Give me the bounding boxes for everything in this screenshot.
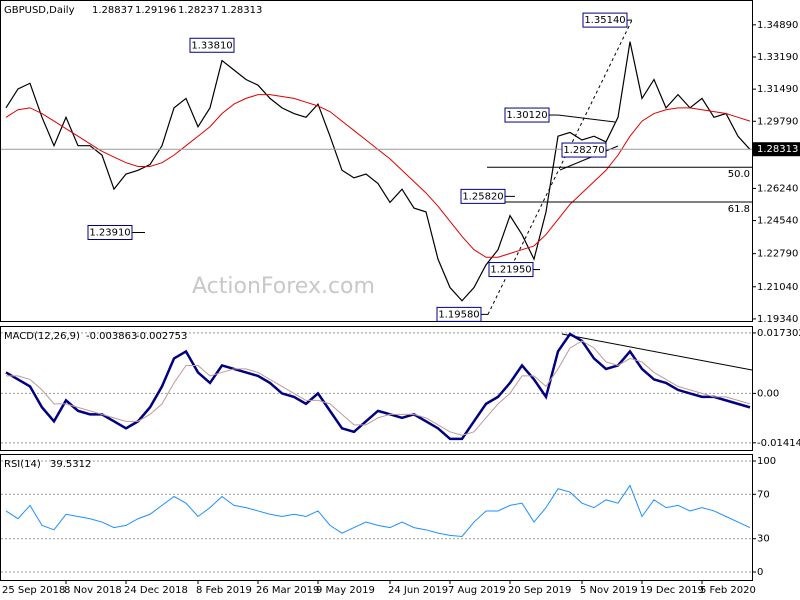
annotation-label: 1.23910: [89, 227, 130, 238]
annotation-label: 1.33810: [191, 40, 232, 51]
x-tick-label: 8 Feb 2019: [196, 585, 252, 596]
x-tick-label: 9 May 2019: [316, 585, 375, 596]
reading: 1.28237: [178, 5, 219, 16]
series-line: [5, 332, 751, 441]
annotation-box: [436, 306, 482, 322]
x-tick-label: 5 Nov 2019: [580, 585, 638, 596]
x-tick-label: 24 Dec 2018: [124, 585, 188, 596]
series-line: [5, 484, 751, 538]
reading: 1.29196: [135, 5, 176, 16]
macd-panel: [0, 326, 753, 451]
annotation-label: 1.19580: [438, 309, 479, 320]
y-tick-label: 0.017302: [757, 328, 800, 339]
annotation-box: [488, 262, 534, 278]
reading: -0.002753: [136, 331, 187, 342]
y-tick-label: -0.014148: [757, 438, 800, 449]
x-tick-label: 26 Mar 2019: [256, 585, 319, 596]
reading: -0.003863: [86, 331, 137, 342]
x-tick-label: 7 Aug 2019: [448, 585, 506, 596]
annotation-label: 1.21950: [490, 265, 531, 276]
panel-title: GBPUSD,Daily: [4, 5, 75, 16]
x-tick-label: 19 Dec 2019: [640, 585, 704, 596]
annotation-box: [561, 142, 607, 158]
triangle-line: [559, 145, 619, 171]
y-tick-label: 1.26240: [757, 183, 798, 194]
series-line: [6, 340, 751, 436]
price-panel: [0, 0, 753, 322]
y-tick-label: 1.19340: [757, 314, 798, 325]
last-price-box: [752, 142, 800, 157]
series-line: [5, 41, 751, 302]
annotation-label: 1.30120: [506, 110, 547, 121]
annotation-box: [504, 107, 550, 123]
x-tick-label: 25 Sep 2018: [2, 585, 65, 596]
triangle-line: [557, 114, 616, 123]
annotation-box: [460, 188, 506, 204]
y-tick-label: 1.33190: [757, 52, 798, 63]
x-tick-label: 20 Sep 2019: [508, 585, 571, 596]
y-tick-label: 1.31490: [757, 84, 798, 95]
panel-title: MACD(12,26,9): [4, 331, 80, 342]
last-price-label: 1.28313: [757, 144, 798, 155]
macd-trendline: [561, 333, 753, 371]
x-tick-label: 8 Nov 2018: [64, 585, 122, 596]
y-tick-label: 1.22790: [757, 249, 798, 260]
y-tick-label: 1.34890: [757, 20, 798, 31]
annotation-box: [582, 12, 628, 28]
fib-label: 50.0: [728, 169, 750, 180]
y-tick-label: 0.00: [757, 388, 779, 399]
panel-title: RSI(14): [4, 459, 41, 470]
y-tick-label: 70: [757, 489, 770, 500]
y-tick-label: 1.24540: [757, 216, 798, 227]
annotation-box: [189, 37, 235, 53]
y-tick-label: 100: [757, 456, 776, 467]
annotation-label: 1.25820: [462, 191, 503, 202]
reading: 1.28313: [221, 5, 262, 16]
x-tick-label: 24 Jun 2019: [388, 585, 448, 596]
annotation-label: 1.28270: [563, 145, 604, 156]
reading: 1.28837: [92, 5, 133, 16]
annotation-box: [87, 224, 133, 240]
y-tick-label: 1.29790: [757, 116, 798, 127]
y-tick-label: 1.21040: [757, 282, 798, 293]
y-tick-label: 0: [757, 567, 763, 578]
reading: 39.5312: [50, 459, 91, 470]
rsi-panel: [0, 454, 753, 581]
x-tick-label: 5 Feb 2020: [700, 585, 756, 596]
y-tick-label: 30: [757, 534, 770, 545]
annotation-label: 1.35140: [584, 15, 625, 26]
watermark: ActionForex.com: [192, 274, 375, 299]
fib-label: 61.8: [728, 204, 750, 215]
